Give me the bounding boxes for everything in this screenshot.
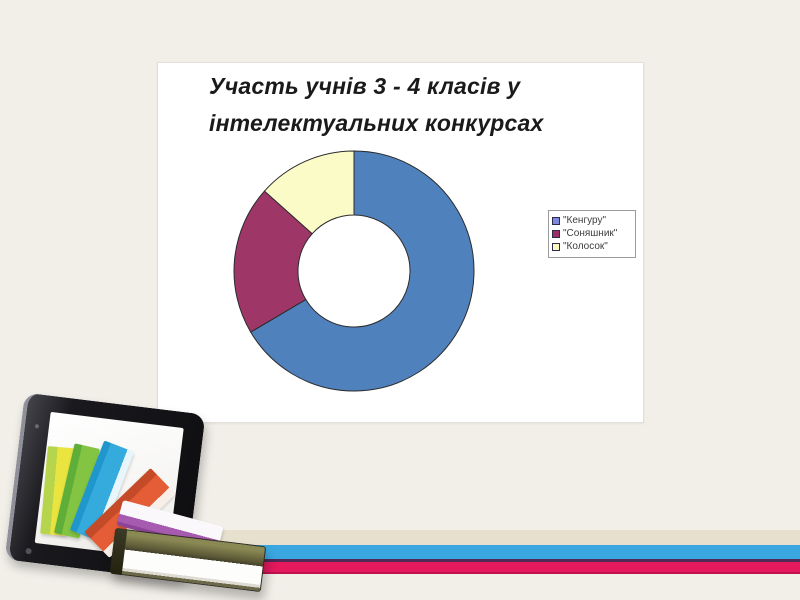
doughnut-segment-1: [233, 190, 313, 333]
chart-title-line1: Участь учнів 3 - 4 класів у: [209, 73, 521, 99]
legend-label-sonyashnyk: "Соняшник": [563, 228, 618, 239]
legend-swatch-yellow-icon: [552, 242, 560, 251]
chart-panel: Участь учнів 3 - 4 класів у інтелектуаль…: [157, 62, 644, 423]
doughnut-chart: [233, 150, 475, 392]
legend-swatch-blue-icon: [552, 216, 560, 225]
chart-title: Участь учнів 3 - 4 класів у інтелектуаль…: [209, 68, 544, 142]
book-olive: [109, 527, 267, 593]
doughnut-segment-0: [250, 150, 475, 392]
legend-item-kolosok: "Колосок": [552, 240, 632, 253]
tablet-home-button-icon: [25, 547, 32, 555]
legend-swatch-maroon-icon: [552, 229, 560, 238]
chart-legend: "Кенгуру" "Соняшник" "Колосок": [548, 210, 636, 258]
tablet-books-illustration: [0, 392, 285, 600]
chart-title-line2: інтелектуальних конкурсах: [209, 110, 544, 136]
ribbon-stripe-tan: [203, 530, 800, 545]
legend-item-kenguru: "Кенгуру": [552, 214, 632, 227]
legend-item-sonyashnyk: "Соняшник": [552, 227, 632, 240]
legend-label-kolosok: "Колосок": [563, 241, 608, 252]
legend-label-kenguru: "Кенгуру": [563, 215, 606, 226]
tablet-camera-icon: [34, 424, 40, 429]
ribbon-stripe-pink: [242, 559, 800, 574]
doughnut-segment-2: [263, 150, 355, 235]
ribbon-stripe-blue: [230, 545, 800, 559]
